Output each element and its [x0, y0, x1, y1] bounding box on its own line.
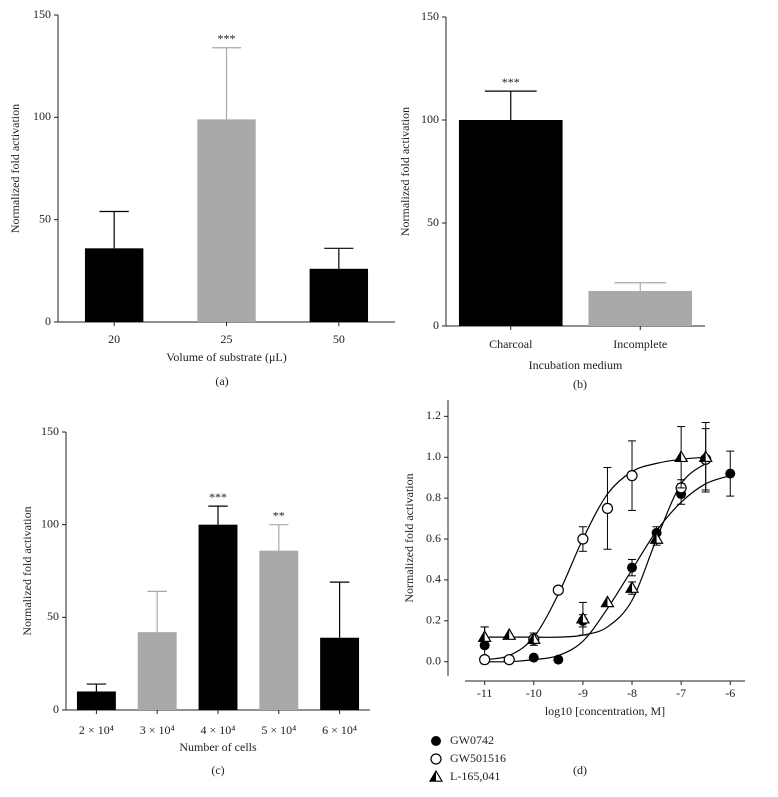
marker-fill: [527, 633, 534, 644]
y-tick-label: 1.0: [426, 449, 441, 463]
marker: [698, 450, 713, 463]
bar: [76, 691, 116, 710]
marker: [649, 531, 664, 544]
x-tick-label: 25: [221, 332, 233, 346]
x-axis-label: log10 [concentration, M]: [545, 704, 665, 718]
x-tick-label: 2 × 10⁴: [79, 723, 114, 737]
marker: [553, 654, 564, 665]
x-tick-label: 5 × 10⁴: [261, 723, 296, 737]
y-axis-label: Normalized fold activation: [8, 104, 22, 233]
significance-label: ***: [209, 490, 227, 504]
legend-marker: [431, 736, 441, 746]
y-tick-label: 150: [421, 9, 439, 23]
significance-label: ***: [502, 75, 520, 89]
panel-caption: (c): [211, 763, 224, 777]
y-tick-label: 50: [39, 211, 51, 225]
y-tick-label: 1.2: [426, 408, 441, 422]
fit-curve: [484, 475, 731, 663]
x-tick-label: 6 × 10⁴: [322, 723, 357, 737]
marker-fill: [430, 771, 436, 782]
marker: [502, 627, 517, 640]
y-tick-label: 0.8: [426, 490, 441, 504]
legend-marker: [428, 769, 444, 782]
bar: [259, 550, 299, 710]
x-tick-label: Charcoal: [489, 337, 533, 351]
significance-label: ***: [218, 31, 236, 45]
marker: [479, 654, 491, 666]
panel-caption: (d): [573, 763, 587, 777]
x-tick-label: -10: [526, 686, 542, 700]
x-tick-label: 20: [108, 332, 120, 346]
bar: [588, 290, 693, 326]
marker: [601, 502, 614, 514]
y-tick-label: 100: [41, 516, 59, 530]
y-tick-label: 100: [421, 112, 439, 126]
y-tick-label: 50: [427, 215, 439, 229]
y-tick-label: 0: [45, 314, 51, 328]
legend-label: L-165,041: [450, 769, 500, 783]
marker-fill: [576, 612, 583, 623]
marker: [477, 629, 492, 642]
marker: [575, 611, 590, 624]
bar: [309, 268, 369, 322]
panel-caption: (a): [215, 374, 228, 388]
marker: [503, 654, 515, 666]
x-tick-label: 50: [333, 332, 345, 346]
marker: [626, 470, 638, 482]
panel-caption: (b): [573, 377, 587, 391]
x-tick-label: 4 × 10⁴: [201, 723, 236, 737]
legend-label: GW0742: [450, 733, 494, 747]
y-tick-label: 0.6: [426, 531, 441, 545]
x-tick-label: -11: [477, 686, 493, 700]
bar: [84, 248, 144, 322]
fit-curve: [484, 456, 706, 661]
marker: [624, 580, 640, 593]
x-tick-label: -9: [578, 686, 588, 700]
bar: [137, 632, 177, 710]
marker: [627, 562, 638, 573]
x-tick-label: Incomplete: [613, 337, 667, 351]
marker: [577, 533, 589, 545]
y-axis-label: Normalized fold activation: [20, 506, 34, 635]
y-tick-label: 150: [33, 7, 51, 21]
x-axis-label: Incubation medium: [529, 358, 623, 372]
marker: [526, 632, 541, 644]
marker-fill: [478, 631, 485, 642]
marker-fill: [503, 629, 510, 640]
x-tick-label: -8: [627, 686, 637, 700]
legend-marker: [430, 753, 442, 765]
x-axis-label: Volume of substrate (μL): [166, 350, 287, 364]
marker: [528, 652, 539, 663]
y-tick-label: 0.4: [426, 572, 441, 586]
marker-fill: [626, 582, 633, 593]
marker-fill: [650, 533, 657, 544]
marker: [674, 450, 689, 463]
x-tick-label: -7: [676, 686, 686, 700]
y-axis-label: Normalized fold activation: [402, 473, 416, 602]
y-tick-label: 50: [47, 609, 59, 623]
y-tick-label: 0.2: [426, 613, 441, 627]
bar: [197, 119, 256, 322]
bar: [458, 120, 563, 326]
x-axis-label: Number of cells: [179, 740, 257, 754]
fit-curve: [484, 462, 707, 638]
y-tick-label: 0: [433, 318, 439, 332]
y-tick-label: 0: [53, 702, 59, 716]
significance-label: **: [273, 508, 285, 522]
y-axis-label: Normalized fold activation: [398, 107, 412, 236]
legend-label: GW501516: [450, 751, 506, 765]
marker: [552, 584, 564, 596]
y-tick-label: 100: [33, 109, 51, 123]
y-tick-label: 0.0: [426, 653, 441, 667]
bar: [320, 637, 360, 710]
marker: [725, 468, 736, 479]
x-tick-label: 3 × 10⁴: [140, 723, 175, 737]
bar: [198, 524, 238, 710]
y-tick-label: 150: [41, 424, 59, 438]
x-tick-label: -6: [725, 686, 735, 700]
marker: [600, 595, 615, 608]
